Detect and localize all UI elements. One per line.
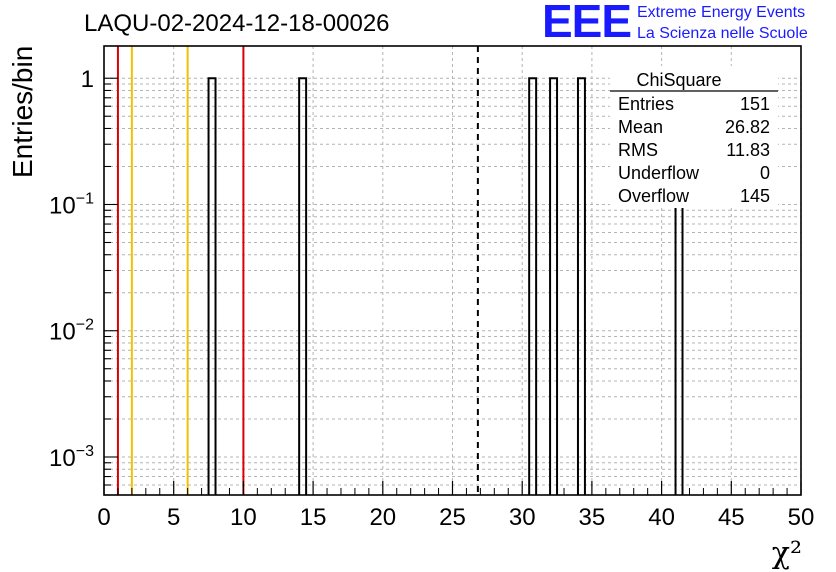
y-tick-label: 10−3 xyxy=(49,443,94,472)
histogram-bin xyxy=(298,77,308,495)
stats-value: 26.82 xyxy=(725,117,770,137)
stats-label: Mean xyxy=(618,117,663,137)
y-tick-base: 10 xyxy=(49,445,76,472)
y-tick-base: 10 xyxy=(49,319,76,346)
y-axis-label: Entries/bin xyxy=(7,46,38,178)
vertical-lines-layer xyxy=(116,46,479,495)
y-tick-exponent: −3 xyxy=(76,443,94,460)
stats-label: RMS xyxy=(618,140,658,160)
stats-label: Overflow xyxy=(618,186,690,206)
eee-logo: EEE Extreme Energy Events La Scienza nel… xyxy=(542,0,836,47)
y-tick-base: 10 xyxy=(49,192,76,219)
x-tick-label: 15 xyxy=(300,504,327,531)
logo-line-2: La Scienza nelle Scuole xyxy=(637,25,808,42)
y-tick-label: 10−2 xyxy=(49,317,94,346)
y-tick-label: 10−1 xyxy=(49,190,94,219)
y-tick-label: 1 xyxy=(81,66,94,93)
stats-box: ChiSquare Entries 151 Mean 26.82 RMS 11.83 Und… xyxy=(610,66,778,208)
stats-value: 151 xyxy=(740,94,770,114)
stats-box-title: ChiSquare xyxy=(636,70,721,90)
x-tick-label: 50 xyxy=(788,504,815,531)
x-tick-label: 45 xyxy=(718,504,745,531)
x-tick-label: 20 xyxy=(369,504,396,531)
ticks-layer xyxy=(103,77,802,496)
y-tick-exponent: −1 xyxy=(76,190,94,207)
chart-title: LAQU-02-2024-12-18-00026 xyxy=(84,10,390,37)
y-tick-exponent: −2 xyxy=(76,317,94,334)
x-tick-label: 40 xyxy=(648,504,675,531)
stats-label: Underflow xyxy=(618,163,700,183)
stats-value: 145 xyxy=(740,186,770,206)
histogram-bin xyxy=(528,77,538,495)
x-tick-label: 35 xyxy=(579,504,606,531)
stats-value: 11.83 xyxy=(726,140,770,160)
stats-label: Entries xyxy=(618,94,674,114)
logo-mark: EEE xyxy=(542,0,632,47)
x-axis-label: χ² xyxy=(772,536,802,571)
x-tick-label: 30 xyxy=(509,504,536,531)
x-tick-label: 25 xyxy=(439,504,466,531)
logo-line-1: Extreme Energy Events xyxy=(637,4,806,21)
x-tick-label: 10 xyxy=(230,504,257,531)
histogram-bin xyxy=(207,77,217,495)
histogram-bin xyxy=(549,77,559,495)
histogram-bin xyxy=(576,77,586,495)
x-tick-label: 5 xyxy=(167,504,180,531)
stats-value: 0 xyxy=(760,163,770,183)
x-tick-label: 0 xyxy=(97,504,110,531)
y-tick-base: 1 xyxy=(81,66,94,93)
stats-rows: Entries 151 Mean 26.82 RMS 11.83 Underflow 0 Ove… xyxy=(618,94,770,206)
